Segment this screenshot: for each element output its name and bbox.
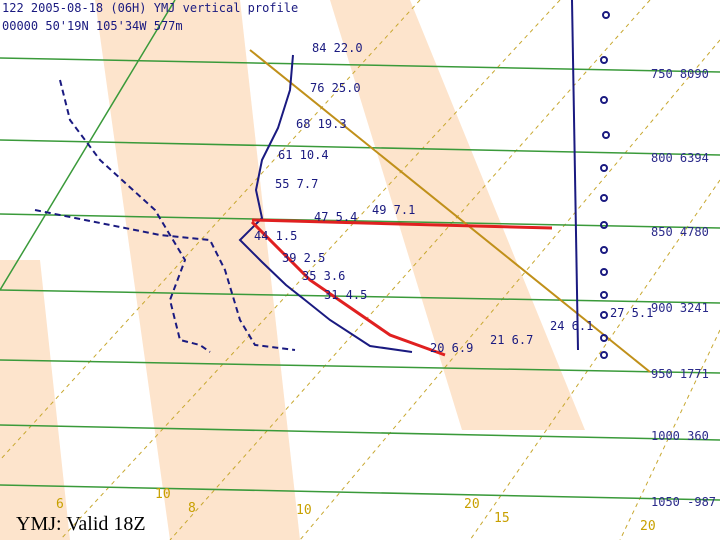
- point-label: 35 3.6: [302, 269, 345, 283]
- profile: [34, 54, 413, 353]
- dry-adiabat: [249, 49, 651, 373]
- point-labels: 84 22.0 76 25.0 68 19.3 61 10.4 55 7.7 4…: [254, 41, 653, 355]
- axis-labels: 6 10 8 10 20 15 20: [56, 487, 656, 534]
- axis-label: 15: [494, 511, 510, 526]
- axis-label: 8: [188, 501, 196, 516]
- axis-label: 6: [56, 497, 64, 512]
- point-label: 44 1.5: [254, 229, 297, 243]
- axis-label: 20: [640, 519, 656, 534]
- point-label: 61 10.4: [278, 148, 329, 162]
- header-line2: 00000 50'19N 105'34W 577m: [2, 19, 183, 33]
- pressure-labels: 750 8090 800 6394 850 4780 900 3241 950 …: [651, 67, 716, 509]
- point-label: 24 6.1: [550, 319, 593, 333]
- header: 122 2005-08-18 (06H) YMJ vertical profil…: [2, 1, 298, 33]
- point-label: 47 5.4: [314, 210, 357, 224]
- point-label: 39 2.5: [282, 251, 325, 265]
- isobars: [0, 57, 720, 501]
- axis-label: 20: [464, 497, 480, 512]
- point-label: 27 5.1: [610, 306, 653, 320]
- point-label: 76 25.0: [310, 81, 361, 95]
- wind-barbs: [571, 0, 610, 359]
- point-label: 49 7.1: [372, 203, 415, 217]
- pressure-label: 750 8090: [651, 67, 709, 81]
- point-label: 21 6.7: [490, 333, 533, 347]
- header-line1: 122 2005-08-18 (06H) YMJ vertical profil…: [2, 1, 298, 15]
- axis-label: 10: [155, 487, 171, 502]
- pressure-label: 950 1771: [651, 367, 709, 381]
- red-analysis: [250, 218, 553, 357]
- point-label: 31 4.5: [324, 288, 367, 302]
- point-label: 20 6.9: [430, 341, 473, 355]
- pressure-label: 800 6394: [651, 151, 709, 165]
- axis-label: 10: [296, 503, 312, 518]
- pressure-label: 1050 -987: [651, 495, 716, 509]
- point-label: 68 19.3: [296, 117, 347, 131]
- pressure-label: 900 3241: [651, 301, 709, 315]
- point-label: 84 22.0: [312, 41, 363, 55]
- caption: YMJ: Valid 18Z: [16, 513, 146, 535]
- background: [0, 0, 585, 540]
- pressure-label: 850 4780: [651, 225, 709, 239]
- pressure-label: 1000 360: [651, 429, 709, 443]
- point-label: 55 7.7: [275, 177, 318, 191]
